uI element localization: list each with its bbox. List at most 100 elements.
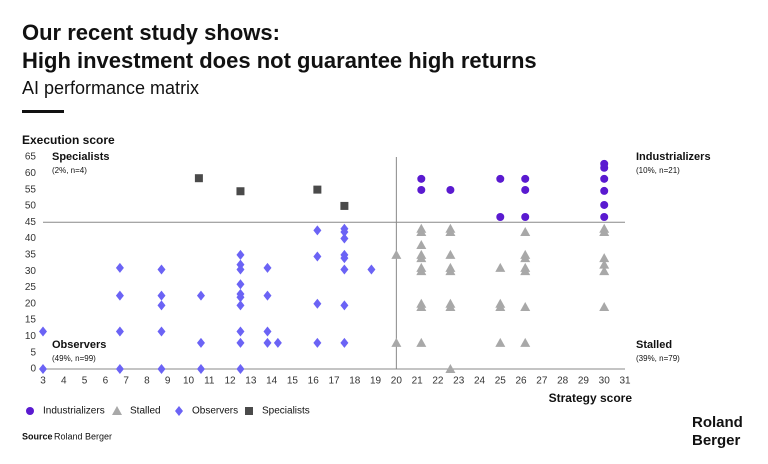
point	[391, 249, 402, 259]
point	[157, 364, 166, 374]
point	[115, 262, 124, 273]
y-tick-label: 30	[25, 266, 37, 277]
point	[115, 364, 124, 374]
point	[445, 227, 456, 237]
point	[445, 266, 456, 276]
point	[157, 326, 166, 337]
point	[520, 253, 531, 263]
quadrant-note: (2%, n=4)	[52, 166, 87, 175]
y-tick-label: 40	[25, 233, 37, 244]
x-tick-label: 23	[453, 376, 465, 387]
point	[194, 174, 203, 183]
point	[340, 264, 349, 275]
x-tick-label: 31	[619, 376, 631, 387]
y-tick-label: 60	[25, 168, 37, 179]
point	[39, 364, 47, 374]
point	[313, 251, 322, 262]
point	[599, 253, 610, 263]
underline	[22, 110, 64, 113]
x-tick-label: 26	[516, 376, 528, 387]
x-tick-label: 28	[557, 376, 569, 387]
x-tick-label: 21	[412, 376, 424, 387]
x-tick-label: 19	[370, 376, 382, 387]
point	[340, 253, 349, 264]
quadrant-label: Specialists	[52, 151, 109, 163]
point	[445, 249, 456, 259]
x-tick-label: 24	[474, 376, 486, 387]
point	[417, 174, 426, 183]
point	[600, 200, 609, 209]
point	[445, 364, 456, 373]
point	[520, 337, 531, 347]
legend-marker	[175, 406, 183, 416]
point	[600, 163, 609, 172]
point	[236, 249, 245, 260]
y-tick-label: 25	[25, 282, 37, 293]
point	[39, 326, 47, 337]
source: Roland Berger	[54, 431, 112, 441]
point	[340, 233, 349, 244]
point	[196, 364, 205, 374]
x-tick-label: 16	[308, 376, 320, 387]
point	[157, 290, 166, 301]
x-tick-label: 10	[183, 376, 195, 387]
point	[600, 174, 609, 183]
title-line: High investment does not guarantee high …	[22, 48, 537, 73]
x-tick-label: 9	[165, 376, 171, 387]
point	[416, 337, 427, 347]
point	[340, 300, 349, 311]
x-tick-label: 3	[40, 376, 46, 387]
point	[521, 185, 530, 194]
y-axis-label: Execution score	[22, 133, 115, 147]
legend-marker	[245, 407, 253, 415]
x-tick-label: 30	[599, 376, 611, 387]
point	[520, 227, 531, 237]
point	[313, 337, 322, 348]
legend-label: Specialists	[262, 406, 310, 417]
x-axis-label: Strategy score	[549, 391, 633, 405]
y-tick-label: 35	[25, 249, 37, 260]
legend-label: Stalled	[130, 406, 161, 417]
logo: Roland	[692, 414, 743, 431]
legend-marker	[112, 406, 122, 415]
point	[445, 302, 456, 312]
x-tick-label: 13	[245, 376, 257, 387]
point	[520, 266, 531, 276]
point	[157, 300, 166, 311]
quadrant-label: Industrializers	[636, 151, 711, 163]
x-tick-label: 25	[495, 376, 507, 387]
y-tick-label: 10	[25, 331, 37, 342]
point	[313, 225, 322, 236]
point	[521, 174, 530, 183]
point	[416, 253, 427, 263]
point	[263, 262, 272, 273]
title: Our recent study shows:	[22, 20, 280, 45]
x-tick-label: 6	[103, 376, 109, 387]
point	[495, 302, 506, 312]
point	[313, 185, 322, 194]
x-tick-label: 18	[349, 376, 361, 387]
point	[417, 185, 426, 194]
point	[340, 337, 349, 348]
point	[157, 264, 166, 275]
point	[495, 262, 506, 272]
point	[263, 326, 272, 337]
point	[446, 185, 455, 194]
x-tick-label: 14	[266, 376, 278, 387]
x-tick-label: 22	[432, 376, 444, 387]
point	[600, 213, 609, 222]
point	[236, 279, 245, 290]
point	[273, 337, 282, 348]
point	[115, 290, 124, 301]
x-tick-label: 8	[144, 376, 150, 387]
x-tick-label: 12	[225, 376, 237, 387]
y-tick-label: 20	[25, 298, 37, 309]
point	[340, 201, 349, 210]
point	[236, 187, 245, 196]
point	[600, 186, 609, 195]
point	[599, 259, 610, 269]
subtitle: AI performance matrix	[22, 78, 199, 98]
point	[416, 302, 427, 312]
point	[263, 290, 272, 301]
